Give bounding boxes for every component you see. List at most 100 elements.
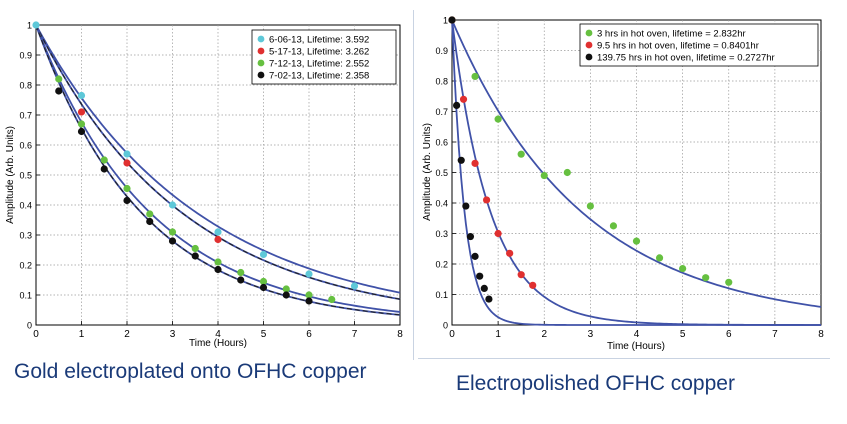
y-tick-label: 0.9	[435, 46, 448, 56]
y-tick-labels: 0 0.1 0.2 0.3 0.4 0.5 0.6 0.7 0.8 0.9 1	[435, 16, 448, 331]
data-point-series-3	[457, 156, 465, 164]
legend-entry: 6-06-13, Lifetime: 3.592	[269, 34, 369, 45]
data-point-series-3	[191, 244, 199, 253]
x-tick-label: 8	[818, 329, 824, 340]
data-point-series-4	[191, 252, 199, 260]
data-point-series-1	[214, 228, 222, 236]
legend-entry: 9.5 hrs in hot oven, lifetime = 0.8401hr	[597, 40, 759, 51]
x-axis-label: Time (Hours)	[607, 341, 665, 352]
data-point-series-3	[462, 202, 470, 210]
data-point-series-2	[482, 196, 491, 204]
data-point-series-1	[471, 72, 479, 81]
data-point-series-1	[632, 237, 641, 245]
x-tick-label: 7	[772, 329, 778, 340]
legend-box	[251, 29, 397, 85]
legend-box	[579, 23, 819, 67]
x-tick-label: 0	[449, 329, 455, 340]
data-point-series-3	[466, 232, 475, 241]
legend-marker	[257, 59, 265, 67]
data-point-series-2	[494, 229, 502, 238]
data-point-series-3	[55, 75, 63, 83]
y-tick-label: 0.6	[435, 138, 448, 148]
data-point-series-2	[517, 271, 525, 279]
data-point-series-3	[282, 285, 290, 293]
y-tick-label: 0.2	[19, 261, 32, 271]
data-point-series-3	[471, 252, 479, 260]
y-tick-label: 0.2	[435, 260, 448, 270]
x-tick-labels: 0 1 2 3 4 5 6 7 8	[449, 329, 824, 340]
data-point-series-1	[655, 254, 664, 262]
data-point-series-3	[480, 284, 488, 292]
x-tick-label: 0	[33, 329, 39, 340]
x-tick-label: 5	[261, 329, 267, 340]
y-tick-label: 1	[443, 16, 448, 26]
data-point-series-1	[563, 168, 571, 177]
data-point-series-3	[328, 295, 336, 304]
x-tick-label: 6	[306, 329, 312, 340]
data-point-series-3	[476, 272, 484, 280]
data-point-series-4	[168, 237, 177, 245]
data-point-series-1	[123, 150, 131, 158]
data-point-series-3	[485, 295, 493, 303]
y-tick-label: 0.5	[19, 171, 32, 181]
legend-marker	[257, 35, 265, 43]
data-point-series-1	[609, 222, 618, 230]
panel-divider	[413, 10, 414, 360]
data-point-series-4	[146, 217, 154, 226]
legend-marker	[585, 41, 593, 49]
data-point-series-3	[259, 277, 268, 286]
x-tick-label: 6	[726, 329, 732, 340]
data-point-series-1	[77, 91, 86, 100]
data-point-series-4	[237, 276, 245, 284]
legend-marker	[585, 29, 593, 37]
data-point-series-1	[350, 282, 359, 290]
data-point-series-2	[123, 159, 131, 167]
x-tick-label: 3	[588, 329, 594, 340]
data-point-series-3	[77, 120, 86, 128]
y-tick-label: 0.5	[435, 168, 448, 178]
x-tick-label: 3	[170, 329, 176, 340]
legend: 3 hrs in hot oven, lifetime = 2.832hr9.5…	[579, 23, 819, 67]
data-point-series-4	[282, 291, 290, 299]
data-point-series-1	[32, 21, 40, 29]
data-point-series-1	[725, 278, 733, 286]
data-point-series-3	[453, 101, 461, 109]
x-axis-label: Time (Hours)	[189, 338, 247, 349]
y-tick-labels: 0 0.1 0.2 0.3 0.4 0.5 0.6 0.7 0.8 0.9 1	[19, 21, 32, 331]
legend-marker	[585, 53, 593, 61]
data-point-series-3	[123, 184, 131, 193]
data-point-series-3	[305, 291, 313, 299]
data-point-series-3	[237, 268, 245, 277]
y-tick-label: 1	[27, 21, 32, 31]
legend-entry: 5-17-13, Lifetime: 3.262	[269, 46, 369, 57]
y-tick-label: 0.3	[435, 229, 448, 239]
data-point-series-3	[168, 228, 177, 236]
y-axis-label: Amplitude (Arb. Units)	[5, 126, 16, 224]
data-point-series-4	[305, 297, 313, 305]
x-tick-label: 4	[634, 329, 640, 340]
fit-curve-1	[35, 24, 401, 294]
data-point-series-3	[448, 16, 456, 24]
y-tick-label: 0.1	[435, 290, 448, 300]
fit-curve-3	[451, 19, 821, 326]
data-point-series-1	[702, 274, 710, 282]
fit-curve-1	[451, 19, 822, 308]
x-tick-label: 5	[680, 329, 686, 340]
data-point-series-2	[77, 108, 86, 116]
y-tick-label: 0.9	[19, 51, 32, 61]
data-point-series-1	[305, 270, 313, 278]
data-point-series-4	[214, 265, 222, 274]
data-point-series-4	[77, 127, 86, 136]
x-tick-label: 7	[352, 329, 358, 340]
data-point-series-1	[679, 264, 687, 273]
data-points	[32, 21, 359, 305]
data-point-series-1	[259, 250, 268, 259]
x-tick-label: 2	[541, 329, 547, 340]
data-point-series-1	[168, 201, 177, 209]
legend-marker	[257, 47, 265, 55]
data-point-series-4	[55, 87, 63, 95]
